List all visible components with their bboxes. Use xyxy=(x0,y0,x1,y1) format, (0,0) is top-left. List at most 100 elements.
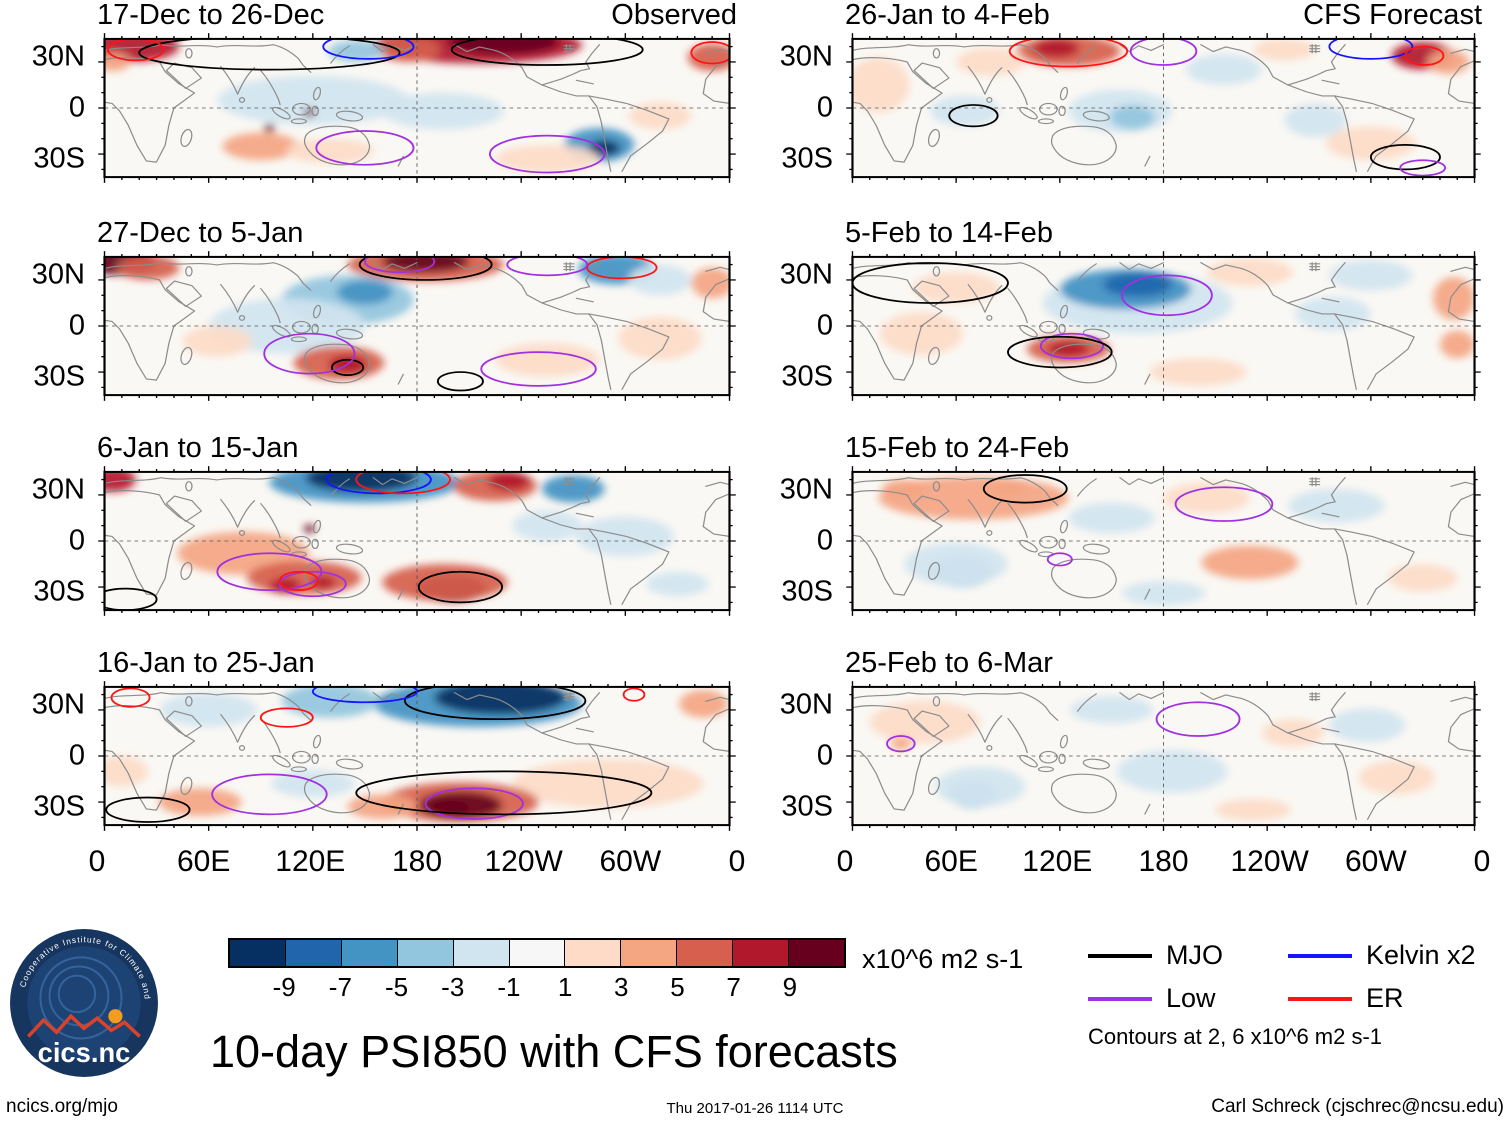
observed-panel-4: 16-Jan to 25-Jan 30N 0 30S xyxy=(32,648,737,832)
observed-panel-2: 27-Dec to 5-Jan 30N 0 30S xyxy=(32,217,737,402)
lon-tick: 0 xyxy=(728,845,746,878)
legend-item-low: Low xyxy=(1088,983,1288,1014)
lat-label-30n: 30N xyxy=(31,473,85,506)
logo-mountains-icon xyxy=(26,1013,141,1038)
panel-title: 26-Jan to 4-Feb xyxy=(845,0,1050,31)
lat-label-30n: 30N xyxy=(31,40,85,73)
colorbar-segment xyxy=(676,940,733,966)
lon-tick: 0 xyxy=(1473,845,1491,878)
x-axis-forecast: 0 60E 120E 180 120W 60W 0 xyxy=(837,845,1491,887)
panel-map xyxy=(98,681,736,831)
colorbar-segment xyxy=(620,940,677,966)
lat-label-30s: 30S xyxy=(33,142,85,175)
panel-title: 25-Feb to 6-Mar xyxy=(845,647,1053,679)
panel-map xyxy=(98,251,736,401)
observed-panel-1: 17-Dec to 26-Dec Observed 30N 0 30S xyxy=(32,0,737,184)
lat-label-30s: 30S xyxy=(781,360,833,393)
footer-author: Carl Schreck (cjschrec@ncsu.edu) xyxy=(1211,1096,1504,1117)
colorbar-segment xyxy=(788,940,844,966)
colorbar-segment xyxy=(396,940,453,966)
column-corner-label: Observed xyxy=(611,0,737,31)
lat-label-30n: 30N xyxy=(779,40,833,73)
lon-tick: 120W xyxy=(1230,845,1309,878)
lon-tick: 0 xyxy=(88,845,106,878)
colorbar-units-label: x10^6 m2 s-1 xyxy=(862,944,1024,974)
footer-url: ncics.org/mjo xyxy=(6,1096,118,1117)
kelvin-line-swatch xyxy=(1288,953,1352,958)
panel-map xyxy=(98,33,736,183)
forecast-panel-3: 15-Feb to 24-Feb 30N 0 30S xyxy=(780,433,1482,617)
colorbar-segment xyxy=(732,940,789,966)
lat-label-30s: 30S xyxy=(33,790,85,823)
legend-label: Kelvin x2 xyxy=(1366,940,1476,970)
forecast-panel-1: 26-Jan to 4-Feb CFS Forecast 30N 0 30S xyxy=(780,0,1482,184)
panel-map xyxy=(846,466,1481,616)
colorbar: -9 -7 -5 -3 -1 1 3 5 7 9 xyxy=(228,938,846,1002)
lat-label-eq: 0 xyxy=(816,91,833,124)
mjo-line-swatch xyxy=(1088,953,1152,958)
panel-map xyxy=(846,251,1481,401)
lat-label-eq: 0 xyxy=(68,91,85,124)
lat-label-30s: 30S xyxy=(781,142,833,175)
lon-tick: 120E xyxy=(1022,845,1093,878)
panel-title: 5-Feb to 14-Feb xyxy=(845,217,1053,249)
colorbar-tick-label: 3 xyxy=(614,972,629,1002)
colorbar-tick-label: 5 xyxy=(670,972,685,1002)
lat-label-30n: 30N xyxy=(779,688,833,721)
lon-tick: 120W xyxy=(484,845,563,878)
observed-panel-3: 6-Jan to 15-Jan 30N 0 30S xyxy=(32,432,737,617)
colorbar-ticks: -9 -7 -5 -3 -1 1 3 5 7 9 xyxy=(228,968,846,1002)
lat-label-eq: 0 xyxy=(68,739,85,772)
colorbar-tick-label: -3 xyxy=(441,972,465,1002)
cicsnc-logo: Cooperative Institute for Climate and Sa… xyxy=(8,927,158,1077)
lat-label-30n: 30N xyxy=(31,688,85,721)
lat-label-30s: 30S xyxy=(33,360,85,393)
panel-map xyxy=(846,681,1481,831)
lon-tick: 60W xyxy=(1344,845,1407,878)
forecast-panel-2: 5-Feb to 14-Feb 30N 0 30S xyxy=(780,217,1482,402)
lat-label-30s: 30S xyxy=(781,575,833,608)
colorbar-segment xyxy=(452,940,509,966)
lat-label-30s: 30S xyxy=(781,790,833,823)
panel-title: 27-Dec to 5-Jan xyxy=(97,217,304,249)
lon-tick: 60W xyxy=(599,845,662,878)
panel-map xyxy=(846,33,1481,183)
forecast-panel-4: 25-Feb to 6-Mar 30N 0 30S xyxy=(780,647,1482,832)
colorbar-tick-label: 7 xyxy=(726,972,741,1002)
contour-note: Contours at 2, 6 x10^6 m2 s-1 xyxy=(1088,1024,1383,1049)
legend-item-kelvin: Kelvin x2 xyxy=(1288,940,1496,971)
lat-label-30n: 30N xyxy=(31,258,85,291)
colorbar-tick-label: -9 xyxy=(272,972,296,1002)
colorbar-segment xyxy=(230,940,285,966)
legend-label: MJO xyxy=(1166,940,1223,970)
colorbar-segment xyxy=(564,940,621,966)
panel-title: 17-Dec to 26-Dec xyxy=(97,0,325,31)
lon-tick: 60E xyxy=(924,845,978,878)
colorbar-tick-label: -7 xyxy=(328,972,352,1002)
colorbar-tick-label: -1 xyxy=(497,972,521,1002)
x-axis-observed: 0 60E 120E 180 120W 60W 0 xyxy=(89,845,746,887)
lat-label-30n: 30N xyxy=(779,473,833,506)
colorbar-segment xyxy=(508,940,565,966)
er-line-swatch xyxy=(1288,996,1352,1001)
lat-label-eq: 0 xyxy=(68,524,85,557)
lat-label-eq: 0 xyxy=(816,309,833,342)
legend-label: Low xyxy=(1166,983,1216,1013)
column-corner-label: CFS Forecast xyxy=(1303,0,1482,31)
legend-item-mjo: MJO xyxy=(1088,940,1288,971)
contour-legend: MJO Kelvin x2 Low ER Contours at 2, 6 x1… xyxy=(1088,940,1496,1050)
lat-label-eq: 0 xyxy=(816,524,833,557)
colorbar-segment xyxy=(340,940,397,966)
logo-wordmark: cics.nc xyxy=(38,1037,131,1068)
low-line-swatch xyxy=(1088,996,1152,1001)
lon-tick: 0 xyxy=(836,845,854,878)
colorbar-tick-label: 1 xyxy=(557,972,573,1002)
figure-title: 10-day PSI850 with CFS forecasts xyxy=(210,1026,898,1077)
panel-title: 6-Jan to 15-Jan xyxy=(97,432,299,464)
panel-map xyxy=(98,466,736,616)
logo-sun-icon xyxy=(108,1009,123,1024)
colorbar-segments xyxy=(228,938,846,968)
lat-label-30n: 30N xyxy=(779,258,833,291)
footer-timestamp: Thu 2017-01-26 1114 UTC xyxy=(666,1100,844,1117)
